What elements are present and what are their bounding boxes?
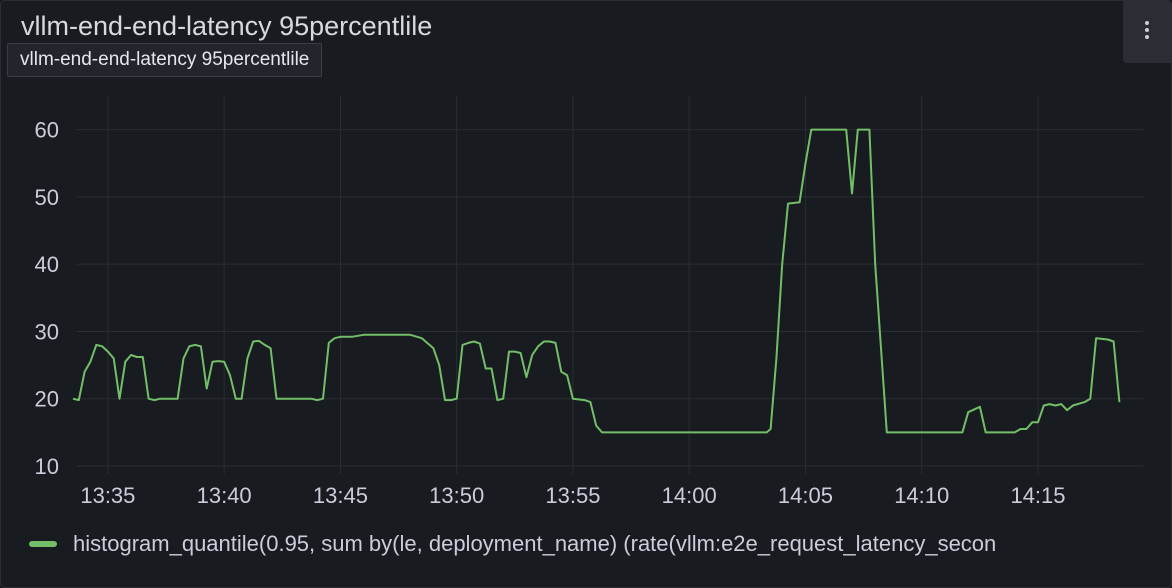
y-tick-label: 20 (35, 387, 59, 412)
x-tick-label: 13:50 (429, 483, 484, 508)
legend-item[interactable]: histogram_quantile(0.95, sum by(le, depl… (29, 531, 996, 557)
x-tick-label: 14:15 (1010, 483, 1065, 508)
x-tick-label: 14:05 (778, 483, 833, 508)
x-tick-label: 14:00 (662, 483, 717, 508)
legend-label: histogram_quantile(0.95, sum by(le, depl… (73, 531, 997, 556)
x-tick-label: 13:35 (80, 483, 135, 508)
grid-lines (77, 96, 1143, 474)
x-axis-ticks: 13:35 13:40 13:45 13:50 13:55 14:00 14:05 14:10… (80, 483, 1065, 508)
y-axis-ticks: 10 20 30 40 50 60 (35, 118, 59, 479)
y-tick-label: 40 (35, 252, 59, 277)
y-tick-label: 30 (35, 319, 59, 344)
panel-menu-button[interactable] (1123, 1, 1171, 63)
series-line (72, 128, 1121, 434)
x-tick-label: 13:55 (545, 483, 600, 508)
kebab-vertical-icon (1143, 18, 1151, 47)
y-tick-label: 10 (35, 454, 59, 479)
legend-swatch (29, 541, 57, 547)
panel-title[interactable]: vllm-end-end-latency 95percentlile (21, 11, 433, 41)
y-tick-label: 60 (35, 118, 59, 143)
x-tick-label: 13:40 (197, 483, 252, 508)
series-layer (72, 128, 1121, 434)
y-tick-label: 50 (35, 185, 59, 210)
x-tick-label: 13:45 (313, 483, 368, 508)
x-tick-label: 14:10 (894, 483, 949, 508)
title-tooltip: vllm-end-end-latency 95percentlile (7, 43, 323, 77)
